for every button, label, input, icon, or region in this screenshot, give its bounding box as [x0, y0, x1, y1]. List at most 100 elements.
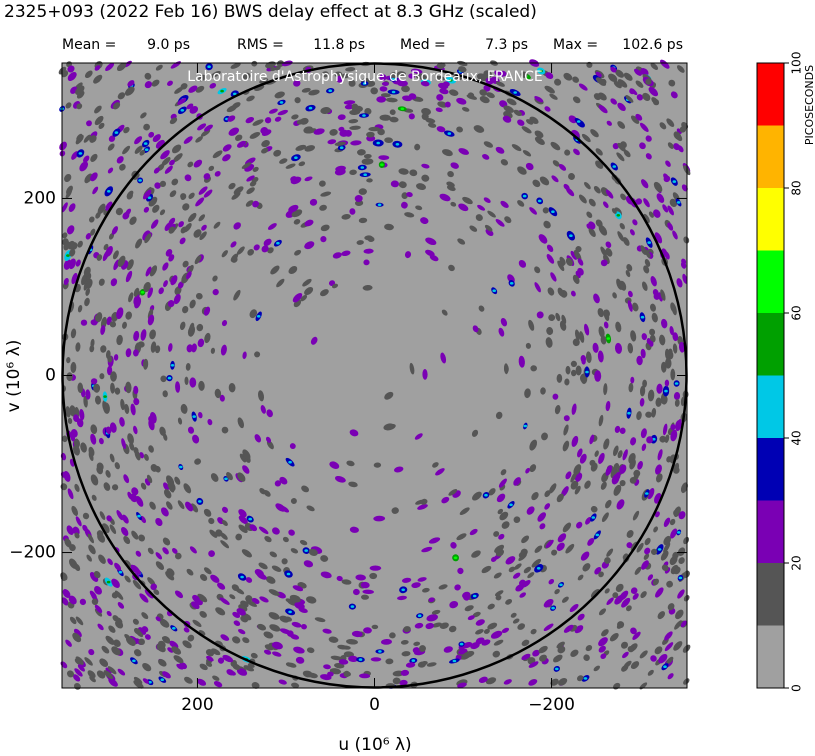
- speckle: [229, 594, 236, 600]
- speckle: [556, 641, 565, 649]
- speckle: [575, 472, 583, 482]
- speckle: [128, 292, 134, 303]
- speckle: [454, 584, 461, 591]
- speckle-core: [401, 588, 406, 592]
- colorbar-tick-label: 60: [790, 305, 804, 320]
- speckle: [598, 608, 607, 616]
- speckle: [70, 361, 77, 374]
- speckle-core: [140, 291, 145, 294]
- speckle: [105, 201, 113, 211]
- speckle: [625, 94, 634, 103]
- speckle: [121, 438, 127, 450]
- speckle: [175, 381, 181, 393]
- speckle-core: [339, 146, 344, 149]
- speckle: [132, 565, 141, 575]
- speckle: [69, 248, 76, 257]
- speckle: [164, 222, 172, 231]
- speckle: [594, 450, 599, 457]
- speckle: [414, 143, 421, 151]
- speckle: [158, 659, 167, 667]
- speckle: [201, 224, 207, 231]
- speckle: [632, 510, 640, 521]
- speckle: [230, 62, 241, 69]
- speckle: [154, 345, 161, 354]
- speckle: [502, 115, 512, 123]
- speckle: [501, 627, 510, 634]
- speckle: [67, 670, 74, 678]
- speckle: [263, 238, 272, 247]
- speckle: [122, 145, 131, 155]
- speckle: [306, 647, 315, 654]
- speckle: [493, 531, 500, 537]
- speckle: [570, 649, 579, 657]
- speckle: [160, 150, 170, 160]
- speckle: [551, 549, 558, 556]
- speckle: [86, 278, 93, 289]
- speckle: [629, 229, 635, 236]
- speckle: [150, 341, 157, 353]
- speckle: [252, 119, 264, 126]
- speckle: [117, 602, 125, 609]
- speckle: [534, 266, 541, 274]
- speckle: [472, 325, 479, 333]
- speckle: [571, 403, 577, 415]
- speckle: [105, 470, 111, 478]
- speckle: [268, 612, 280, 620]
- speckle: [210, 473, 219, 482]
- speckle: [90, 474, 99, 486]
- speckle: [134, 449, 141, 461]
- speckle: [600, 653, 607, 660]
- speckle: [142, 678, 150, 684]
- speckle: [568, 173, 575, 180]
- speckle: [291, 114, 299, 120]
- speckle: [77, 240, 83, 248]
- speckle: [539, 176, 550, 186]
- speckle: [643, 553, 650, 560]
- speckle: [577, 574, 584, 581]
- speckle: [304, 176, 313, 182]
- speckle: [245, 200, 254, 207]
- speckle: [554, 78, 562, 86]
- speckle: [410, 68, 423, 74]
- speckle: [196, 323, 204, 332]
- speckle: [598, 224, 608, 236]
- speckle: [242, 637, 250, 644]
- speckle: [579, 373, 587, 383]
- speckle: [670, 368, 676, 381]
- speckle: [620, 641, 629, 649]
- speckle: [219, 394, 225, 402]
- speckle: [288, 529, 295, 536]
- speckle: [577, 613, 585, 621]
- speckle: [538, 234, 548, 244]
- speckle: [144, 72, 152, 80]
- speckle: [655, 587, 664, 598]
- speckle: [126, 259, 134, 271]
- speckle: [246, 600, 257, 607]
- speckle: [227, 115, 236, 122]
- speckle: [279, 628, 292, 635]
- speckle: [619, 480, 626, 487]
- speckle-core: [591, 516, 596, 519]
- speckle: [660, 59, 670, 69]
- speckle: [381, 638, 392, 645]
- speckle: [68, 595, 77, 605]
- speckle: [96, 465, 104, 475]
- speckle: [272, 651, 282, 657]
- speckle: [203, 306, 211, 316]
- speckle: [493, 639, 504, 646]
- speckle: [568, 115, 577, 124]
- speckle: [564, 149, 571, 156]
- speckle: [650, 276, 657, 287]
- speckle: [90, 319, 98, 326]
- speckle-core: [276, 241, 280, 245]
- speckle: [79, 161, 89, 172]
- speckle: [444, 101, 451, 108]
- speckle: [447, 171, 454, 178]
- speckle: [94, 105, 102, 114]
- speckle: [606, 548, 614, 557]
- speckle: [155, 552, 163, 560]
- speckle: [598, 645, 606, 653]
- speckle-core: [509, 282, 514, 285]
- speckle: [655, 397, 662, 407]
- speckle: [198, 74, 206, 82]
